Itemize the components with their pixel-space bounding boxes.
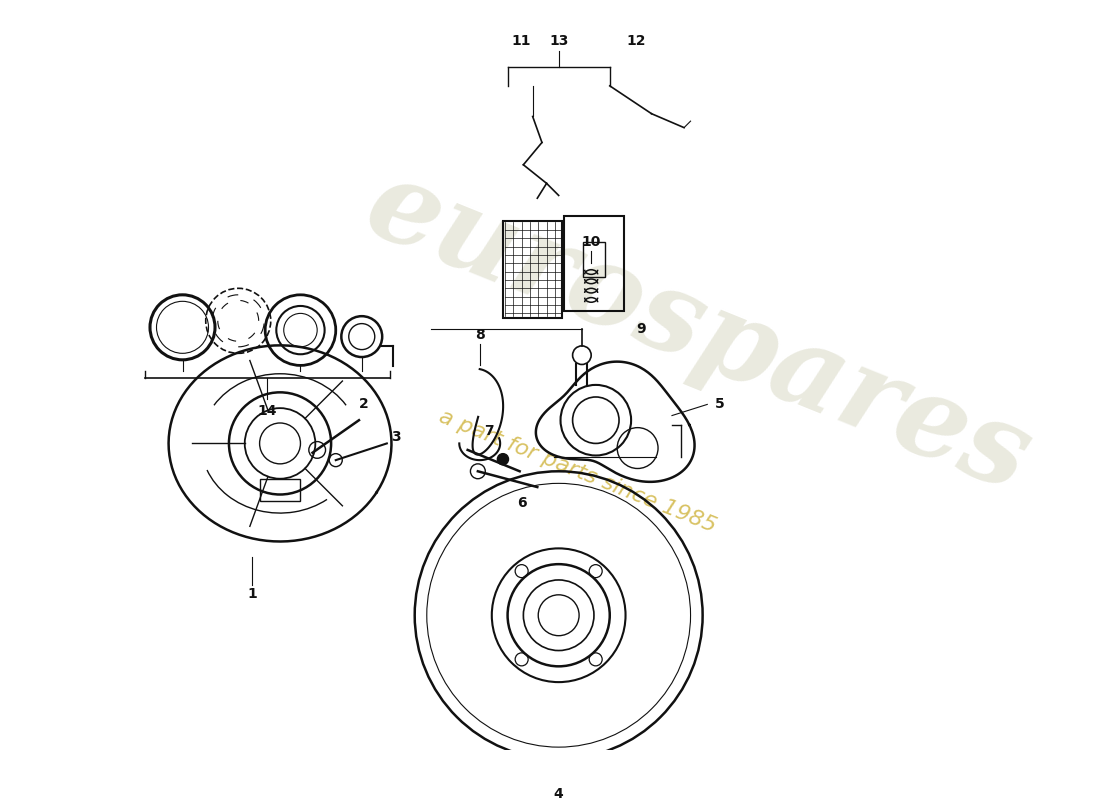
Text: 14: 14 <box>257 404 277 418</box>
Text: 2: 2 <box>359 398 369 411</box>
Circle shape <box>497 454 508 465</box>
Text: 12: 12 <box>626 34 646 48</box>
Text: 1: 1 <box>248 587 257 601</box>
Bar <box>564 216 624 310</box>
Text: a part for parts since 1985: a part for parts since 1985 <box>436 406 718 536</box>
Text: 8: 8 <box>475 328 485 342</box>
Text: 11: 11 <box>512 34 531 48</box>
Bar <box>583 242 605 277</box>
Text: eurospares: eurospares <box>350 148 1046 515</box>
Text: 5: 5 <box>715 398 725 411</box>
Text: 7: 7 <box>484 424 494 438</box>
Text: 13: 13 <box>549 34 569 48</box>
Text: 9: 9 <box>636 322 646 336</box>
Bar <box>260 478 300 501</box>
Text: 3: 3 <box>392 430 400 444</box>
Text: 10: 10 <box>582 235 601 249</box>
Text: 6: 6 <box>517 496 526 510</box>
Bar <box>503 221 562 318</box>
Text: 4: 4 <box>553 786 563 800</box>
